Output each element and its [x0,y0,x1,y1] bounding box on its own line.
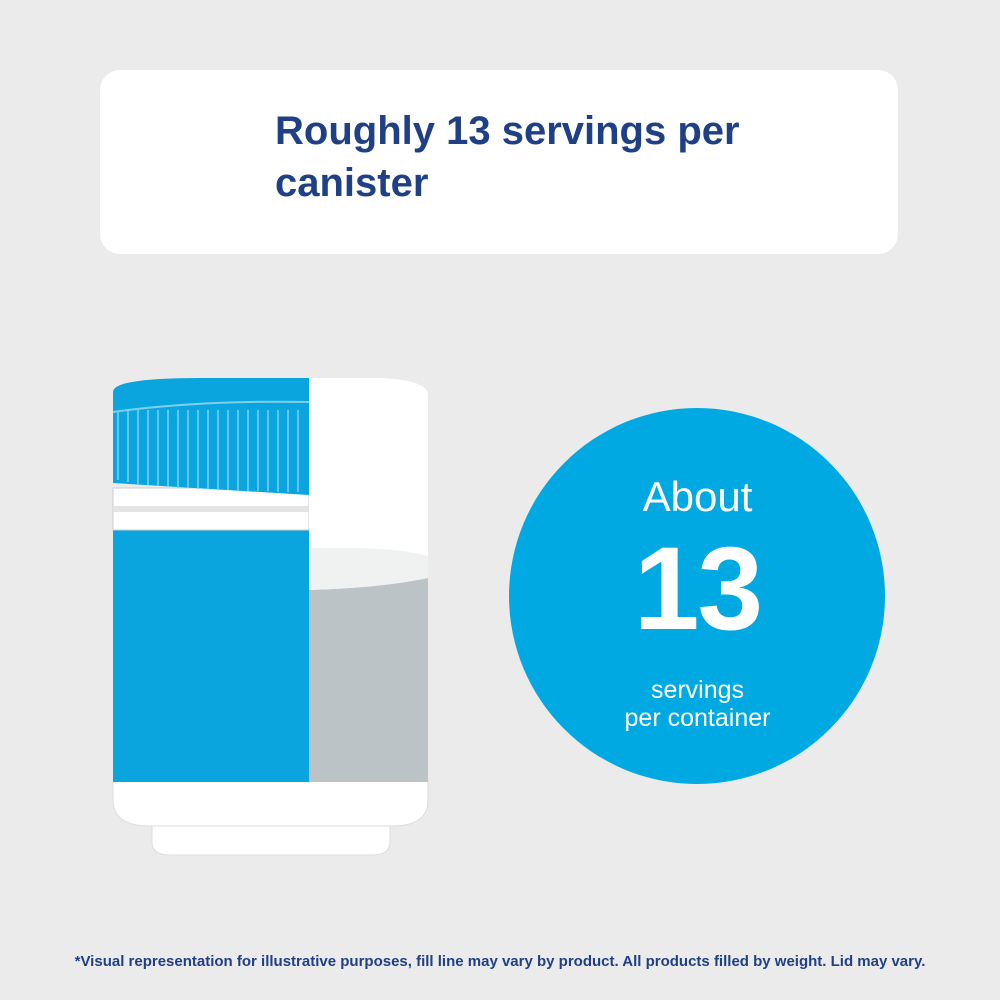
header-card [100,70,898,254]
badge-line: per container [624,704,771,732]
badge-line: servings [650,676,745,704]
badge-line: About [642,473,753,520]
footnote: *Visual representation for illustrative … [74,953,926,970]
badge-number: 13 [633,523,763,655]
canister [112,378,429,856]
badge-circle [509,408,885,784]
header-title: Roughly 13 servings per canister [275,109,740,205]
